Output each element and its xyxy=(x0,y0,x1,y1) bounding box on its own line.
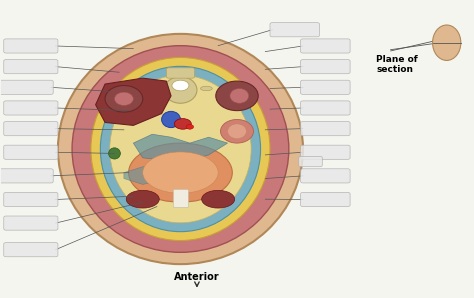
Ellipse shape xyxy=(105,86,143,112)
Ellipse shape xyxy=(143,152,218,193)
Ellipse shape xyxy=(72,46,289,252)
Circle shape xyxy=(186,125,194,129)
Ellipse shape xyxy=(216,81,258,111)
FancyBboxPatch shape xyxy=(299,156,322,167)
Ellipse shape xyxy=(228,124,246,139)
Ellipse shape xyxy=(126,190,159,208)
FancyBboxPatch shape xyxy=(4,145,58,159)
Polygon shape xyxy=(133,134,228,161)
Polygon shape xyxy=(124,167,171,184)
Ellipse shape xyxy=(128,143,232,202)
FancyBboxPatch shape xyxy=(0,80,53,94)
Ellipse shape xyxy=(433,25,461,60)
FancyBboxPatch shape xyxy=(4,243,58,257)
FancyBboxPatch shape xyxy=(301,80,350,94)
FancyBboxPatch shape xyxy=(270,23,319,37)
Text: Anterior: Anterior xyxy=(174,272,220,283)
Ellipse shape xyxy=(164,77,197,103)
FancyBboxPatch shape xyxy=(301,145,350,159)
Ellipse shape xyxy=(201,190,235,208)
Text: Plane of
section: Plane of section xyxy=(376,55,418,74)
Ellipse shape xyxy=(149,86,160,91)
FancyBboxPatch shape xyxy=(301,39,350,53)
FancyBboxPatch shape xyxy=(4,122,58,136)
FancyBboxPatch shape xyxy=(173,190,189,207)
FancyBboxPatch shape xyxy=(0,169,53,183)
FancyBboxPatch shape xyxy=(166,68,195,78)
Ellipse shape xyxy=(58,34,303,264)
Ellipse shape xyxy=(109,148,120,159)
FancyBboxPatch shape xyxy=(4,39,58,53)
Ellipse shape xyxy=(91,58,270,240)
Polygon shape xyxy=(96,78,171,125)
FancyBboxPatch shape xyxy=(4,60,58,74)
Ellipse shape xyxy=(100,66,261,232)
FancyBboxPatch shape xyxy=(301,193,350,207)
Ellipse shape xyxy=(110,75,251,223)
Ellipse shape xyxy=(230,89,249,103)
Ellipse shape xyxy=(162,111,181,128)
Circle shape xyxy=(172,80,189,91)
FancyBboxPatch shape xyxy=(4,193,58,207)
FancyBboxPatch shape xyxy=(4,216,58,230)
FancyBboxPatch shape xyxy=(301,122,350,136)
FancyBboxPatch shape xyxy=(4,101,58,115)
Ellipse shape xyxy=(220,119,254,143)
Ellipse shape xyxy=(115,92,133,105)
FancyBboxPatch shape xyxy=(301,60,350,74)
Ellipse shape xyxy=(201,86,212,91)
FancyBboxPatch shape xyxy=(301,169,350,183)
Circle shape xyxy=(174,119,191,129)
FancyBboxPatch shape xyxy=(301,101,350,115)
